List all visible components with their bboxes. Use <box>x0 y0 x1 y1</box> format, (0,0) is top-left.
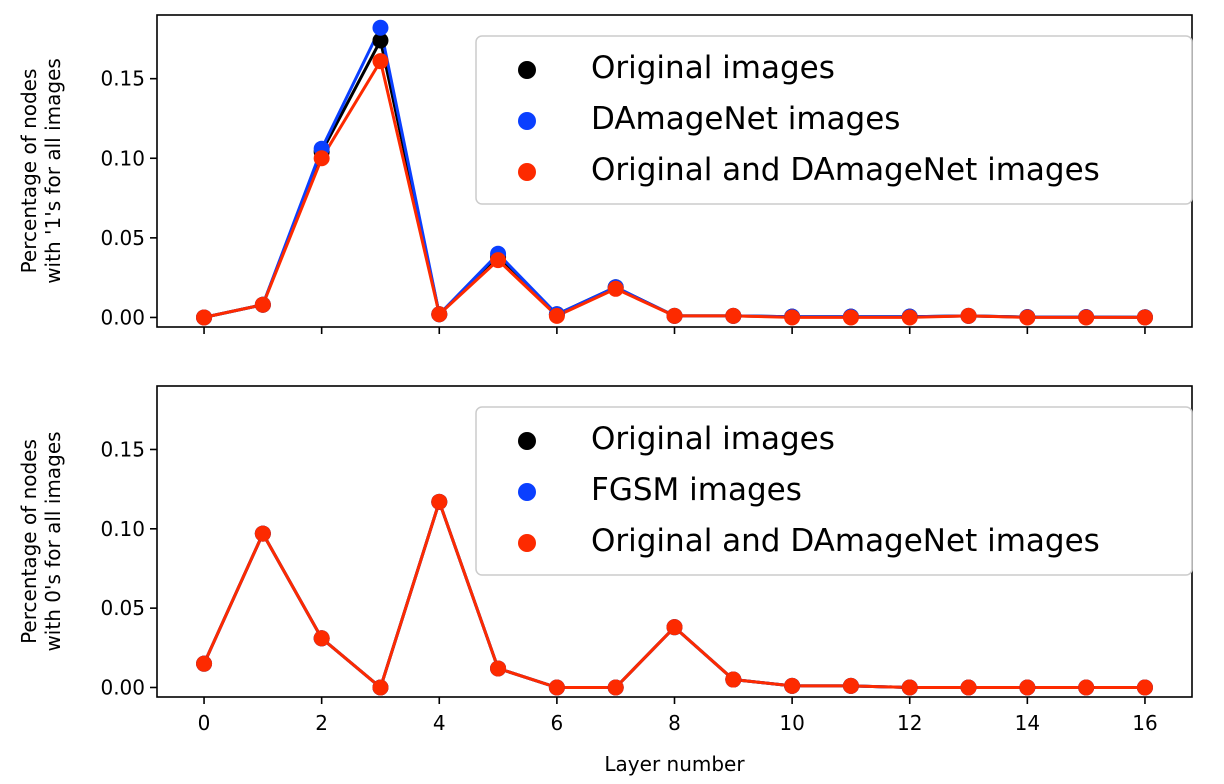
data-point <box>784 677 801 694</box>
data-point <box>784 309 801 326</box>
data-point <box>960 307 977 324</box>
bottom-panel: 0.00 0.05 0.10 0.15 0 2 4 6 8 10 12 14 16 Percentage … <box>17 385 1193 776</box>
x-tick-label: 2 <box>315 711 328 735</box>
legend-marker <box>518 61 536 79</box>
legend-box <box>475 35 1193 205</box>
data-point <box>1019 309 1036 326</box>
data-point <box>548 679 565 696</box>
data-point <box>254 296 271 313</box>
data-point <box>842 309 859 326</box>
legend-entry: FGSM images <box>591 472 802 508</box>
data-point <box>490 660 507 677</box>
data-point <box>1078 679 1095 696</box>
data-point <box>1019 679 1036 696</box>
legend-entry: DAmageNet images <box>591 101 900 137</box>
y-axis-label-line: Percentage of nodes <box>17 69 41 274</box>
data-point <box>607 280 624 297</box>
top-panel: 0.00 0.05 0.10 0.15 Percentage of nodeswith … <box>17 14 1193 334</box>
y-axis-label-line: with '1's for all images <box>41 58 65 284</box>
legend-entry: Original and DAmageNet images <box>591 152 1100 188</box>
data-point <box>372 679 389 696</box>
data-point <box>313 630 330 647</box>
data-point <box>901 679 918 696</box>
y-tick-label: 0.10 <box>100 146 145 170</box>
legend-entry: Original and DAmageNet images <box>591 523 1100 559</box>
data-point <box>313 150 330 167</box>
y-tick-label: 0.15 <box>100 67 145 91</box>
y-tick-label: 0.00 <box>100 675 145 699</box>
data-point <box>842 677 859 694</box>
y-tick-label: 0.05 <box>100 596 145 620</box>
data-point <box>431 493 448 510</box>
legend-marker <box>518 112 536 130</box>
x-axis-label: Layer number <box>604 752 745 776</box>
legend-marker <box>518 163 536 181</box>
y-axis-label-line: Percentage of nodes <box>17 439 41 644</box>
data-point <box>666 307 683 324</box>
legend-marker <box>518 483 536 501</box>
data-point <box>548 307 565 324</box>
x-tick-label: 12 <box>897 711 922 735</box>
legend-entry: Original images <box>591 50 835 86</box>
y-tick-label: 0.15 <box>100 437 145 461</box>
y-axis-label: Percentage of nodeswith 0's for all imag… <box>17 431 65 651</box>
data-point <box>196 309 213 326</box>
y-axis-label: Percentage of nodeswith '1's for all ima… <box>17 58 65 284</box>
x-tick-label: 4 <box>433 711 446 735</box>
data-point <box>725 307 742 324</box>
x-tick-label: 10 <box>779 711 804 735</box>
x-tick-label: 0 <box>198 711 211 735</box>
y-axis-label-line: with 0's for all images <box>41 431 65 651</box>
legend-box <box>475 406 1193 576</box>
x-tick-label: 14 <box>1015 711 1040 735</box>
data-point <box>960 679 977 696</box>
x-tick-label: 6 <box>551 711 564 735</box>
legend-marker <box>518 432 536 450</box>
data-point <box>431 306 448 323</box>
y-tick-label: 0.00 <box>100 305 145 329</box>
x-tick-label: 16 <box>1132 711 1157 735</box>
legend-entry: Original images <box>591 421 835 457</box>
data-point <box>490 252 507 269</box>
data-point <box>666 619 683 636</box>
data-point <box>607 679 624 696</box>
data-point <box>196 655 213 672</box>
x-tick-label: 8 <box>668 711 681 735</box>
data-point <box>254 525 271 542</box>
legend-marker <box>518 534 536 552</box>
data-point <box>372 19 389 36</box>
data-point <box>725 671 742 688</box>
y-tick-label: 0.10 <box>100 517 145 541</box>
data-point <box>372 32 389 49</box>
data-point <box>1136 679 1153 696</box>
data-point <box>901 309 918 326</box>
data-point <box>1078 309 1095 326</box>
y-tick-label: 0.05 <box>100 226 145 250</box>
data-point <box>1136 309 1153 326</box>
data-point <box>372 53 389 70</box>
